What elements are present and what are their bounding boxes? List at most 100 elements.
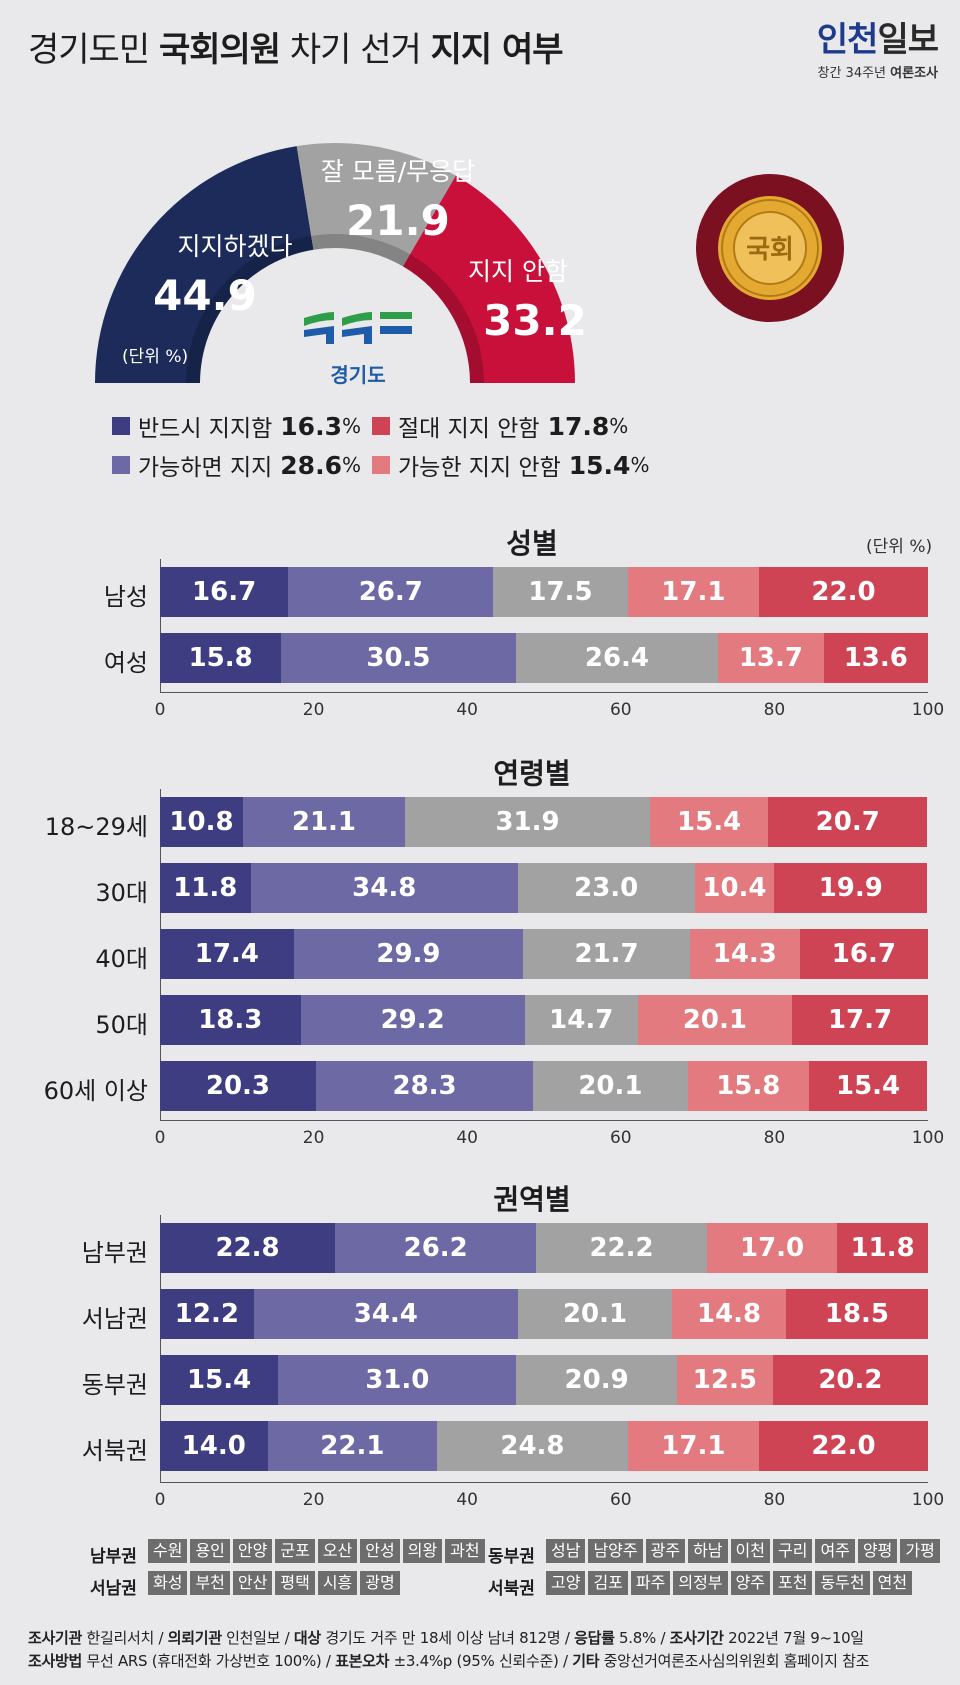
city-chip: 김포: [588, 1571, 628, 1595]
bar-segment: 31.0: [278, 1355, 517, 1405]
bar-segment: 22.0: [759, 1421, 928, 1471]
city-chip: 양평: [857, 1539, 898, 1563]
gyeonggi-logo-icon: [304, 312, 412, 344]
city-chip: 시흥: [317, 1571, 358, 1595]
city-chip: 수원: [148, 1539, 188, 1563]
city-chip: 의왕: [402, 1539, 443, 1563]
city-chip: 고양: [546, 1571, 586, 1595]
donut-unit: (단위 %): [122, 347, 188, 367]
survey-info-key: 의뢰기관: [167, 1629, 222, 1647]
city-chip: 파주: [630, 1571, 671, 1595]
legend-item: 가능하면 지지 28.6%: [112, 448, 361, 482]
bar-segment: 12.2: [160, 1289, 254, 1339]
bar-segment: 22.0: [759, 567, 928, 617]
city-chip: 오산: [317, 1539, 358, 1563]
legend-unit: %: [609, 414, 629, 438]
logo-name-a: 인천: [816, 20, 879, 60]
survey-info-value: 2022년 7월 9~10일: [723, 1629, 864, 1647]
legend-value: 17.8: [547, 411, 610, 441]
x-tick-label: 100: [911, 700, 945, 720]
bar-segment: 14.3: [689, 929, 800, 979]
city-chip: 여주: [815, 1539, 855, 1563]
row-label: 남성: [103, 583, 148, 611]
bar-segment: 18.5: [785, 1289, 928, 1339]
survey-info-line-1: 조사기관 한길리서치 / 의뢰기관 인천일보 / 대상 경기도 거주 만 18세…: [28, 1627, 864, 1648]
legend-label: 가능한 지지 안함: [398, 455, 561, 481]
survey-info-key: 조사기간: [669, 1629, 724, 1647]
donut-slice: [402, 175, 575, 383]
bar-segment: 15.4: [160, 1355, 279, 1405]
title-part: 경기도민: [28, 30, 159, 70]
x-tick-label: 40: [456, 1490, 478, 1510]
survey-info-key: 조사기관: [28, 1629, 83, 1647]
survey-info-line-2: 조사방법 무선 ARS (휴대전화 가상번호 100%) / 표본오차 ±3.4…: [28, 1650, 869, 1671]
x-tick-label: 20: [302, 1128, 325, 1148]
row-label: 동부권: [81, 1371, 148, 1399]
bar-segment: 15.4: [649, 797, 769, 847]
bar-segment: 29.9: [293, 929, 524, 979]
legend-unit: %: [341, 453, 361, 477]
bar-segment: 29.2: [300, 995, 525, 1045]
x-axis: [160, 1482, 928, 1483]
title-bold-part: 지지 여부: [430, 30, 564, 70]
city-chip: 연천: [872, 1571, 913, 1595]
logo-sub-bold: 여론조사: [890, 66, 938, 81]
survey-info-value: 무선 ARS (휴대전화 가상번호 100%) /: [82, 1652, 336, 1670]
city-chip: 이천: [730, 1539, 770, 1563]
gyeonggi-logo-text: 경기도: [330, 363, 385, 387]
bar-segment: 17.1: [627, 1421, 760, 1471]
x-tick-label: 80: [763, 1490, 786, 1510]
bar-segment: 20.1: [637, 995, 793, 1045]
city-chip: 성남: [546, 1539, 586, 1563]
legend-item: 가능한 지지 안함 15.4%: [372, 448, 649, 482]
bar-segment: 14.0: [160, 1421, 268, 1471]
emblem-text: 국회: [746, 235, 794, 265]
legend-label: 절대 지지 안함: [398, 416, 540, 442]
publisher-logo: 인천일보 창간 34주년 여론조사: [816, 20, 939, 81]
legend-item: 절대 지지 안함 17.8%: [372, 409, 628, 443]
region-city-chips: 수원 용인 안양 군포 오산 안성 의왕 과천: [148, 1539, 485, 1563]
bar-segment: 13.7: [718, 633, 824, 683]
bar-segment: 28.3: [315, 1061, 534, 1111]
survey-info-key: 대상: [293, 1629, 321, 1647]
row-label: 남부권: [81, 1239, 148, 1267]
region-city-chips: 화성 부천 안산 평택 시흥 광명: [148, 1571, 400, 1595]
donut-slice-label: 지지 안함: [468, 257, 568, 286]
city-chip: 과천: [445, 1539, 485, 1563]
x-axis: [160, 1120, 928, 1121]
bar-segment: 17.7: [792, 995, 928, 1045]
legend-unit: %: [341, 414, 361, 438]
city-chip: 군포: [275, 1539, 315, 1563]
bar-segment: 20.1: [517, 1289, 673, 1339]
bar-segment: 19.9: [774, 863, 928, 913]
legend-unit: %: [630, 453, 650, 477]
city-chip: 동두천: [815, 1571, 870, 1595]
bar-segment: 17.1: [627, 567, 760, 617]
row-label: 50대: [95, 1011, 148, 1039]
region-name: 동부권: [488, 1547, 535, 1567]
chart-title: 연령별: [493, 757, 571, 790]
bar-segment: 20.2: [772, 1355, 928, 1405]
region-name: 서남권: [90, 1579, 137, 1599]
x-tick-label: 20: [302, 700, 325, 720]
survey-info-value: 한길리서치 /: [82, 1629, 168, 1647]
bar-segment: 13.6: [823, 633, 928, 683]
legend-value: 16.3: [280, 411, 342, 441]
bar-segment: 17.4: [160, 929, 294, 979]
title-bold-part: 국회의원: [158, 30, 281, 70]
donut-slice: [95, 146, 314, 383]
legend-label: 반드시 지지함: [138, 416, 273, 442]
bar-segment: 24.8: [437, 1421, 628, 1471]
bar-segment: 14.8: [672, 1289, 786, 1339]
donut-slice-value: 21.9: [346, 196, 450, 245]
survey-info-key: 응답률: [574, 1629, 615, 1647]
city-chip: 광명: [360, 1571, 400, 1595]
bar-segment: 20.9: [516, 1355, 677, 1405]
x-tick-label: 80: [763, 1128, 786, 1148]
city-chip: 광주: [645, 1539, 686, 1563]
survey-info-value: 5.8% /: [614, 1629, 670, 1647]
bar-segment: 14.7: [524, 995, 638, 1045]
donut-slice-value: 33.2: [483, 296, 587, 345]
donut-slice-inner-ring: [186, 235, 314, 383]
bar-segment: 15.8: [687, 1061, 809, 1111]
